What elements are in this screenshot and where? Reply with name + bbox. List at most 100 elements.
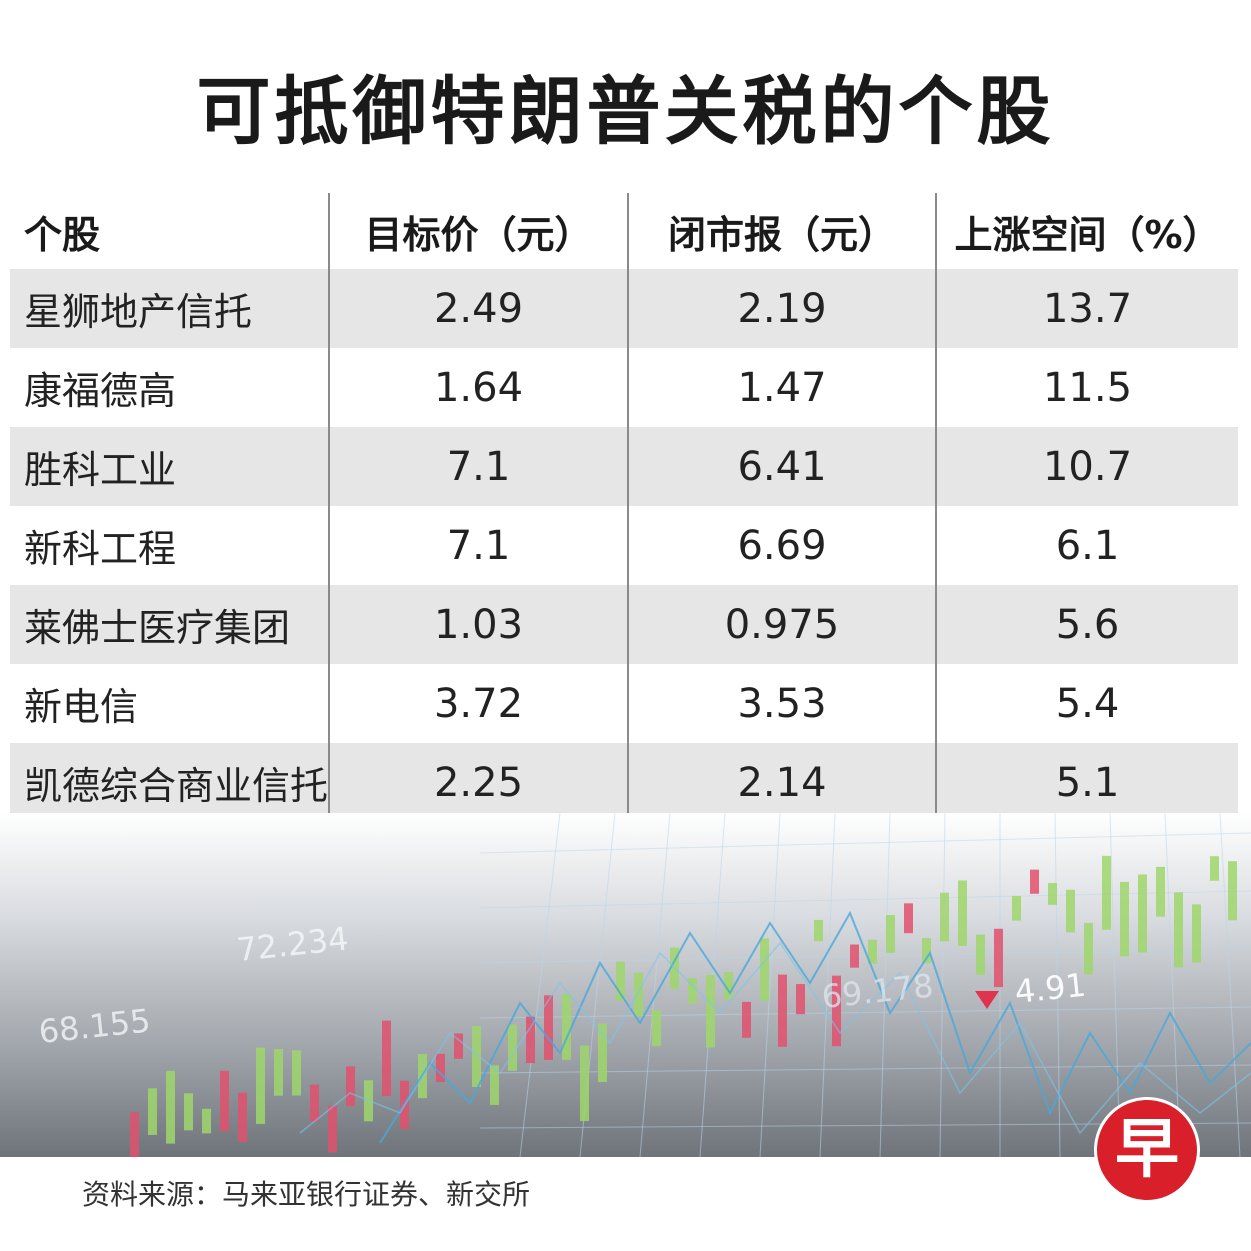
grid-line xyxy=(759,813,781,1157)
cell-target-price: 1.03 xyxy=(329,585,629,664)
candle-bar xyxy=(652,1010,661,1047)
grid-line xyxy=(879,813,891,1157)
candle-bar xyxy=(1030,869,1039,894)
cell-target-price: 3.72 xyxy=(329,664,629,743)
candle-bar xyxy=(616,961,625,1001)
cell-close-price: 2.19 xyxy=(628,269,937,348)
cell-close-price: 1.47 xyxy=(628,348,937,427)
candle-bar xyxy=(778,974,787,1047)
candle-bar xyxy=(148,1088,157,1135)
header-stock: 个股 xyxy=(10,193,330,269)
candle-bar xyxy=(1192,904,1201,963)
candle-bar xyxy=(346,1066,355,1107)
cell-target-price: 2.49 xyxy=(329,269,629,348)
table-row: 凯德综合商业信托 2.25 2.14 5.1 xyxy=(10,743,1238,822)
candle-bar xyxy=(868,939,877,964)
candle-bar xyxy=(814,919,823,942)
cell-stock: 凯德综合商业信托 xyxy=(10,743,330,822)
cell-target-price: 7.1 xyxy=(329,427,629,506)
table-row: 新电信 3.72 3.53 5.4 xyxy=(10,664,1238,743)
candle-bar xyxy=(274,1049,283,1096)
grid-line xyxy=(1164,813,1181,1157)
table-row: 胜科工业 7.1 6.41 10.7 xyxy=(10,427,1238,506)
cell-close-price: 0.975 xyxy=(628,585,937,664)
candle-bar xyxy=(1174,892,1183,968)
candle-bar xyxy=(760,938,769,1001)
trend-line xyxy=(299,941,1251,1135)
zaobao-logo: 早 xyxy=(1097,1100,1197,1200)
candle-bar xyxy=(328,1105,337,1153)
cell-target-price: 7.1 xyxy=(329,506,629,585)
table-row: 星狮地产信托 2.49 2.19 13.7 xyxy=(10,269,1238,348)
table-header-row: 个股 目标价（元） 闭市报（元） 上涨空间（%） xyxy=(10,193,1238,269)
candle-bar xyxy=(472,1026,481,1088)
candle-bar xyxy=(922,938,931,964)
cell-upside: 5.4 xyxy=(1055,680,1120,727)
candle-bar xyxy=(238,1092,247,1142)
candle-bar xyxy=(634,972,643,1017)
candle-bar xyxy=(130,1112,139,1157)
grid-line xyxy=(479,890,1251,909)
grid-line xyxy=(1109,813,1121,1157)
cell-upside: 5.6 xyxy=(936,585,1238,664)
candle-bar xyxy=(490,1065,499,1105)
cell-upside: 6.1 xyxy=(1055,522,1120,569)
candle-bar xyxy=(688,978,697,1004)
candle-bar xyxy=(436,1053,445,1082)
candle-bar xyxy=(166,1070,175,1144)
candle-bar xyxy=(1048,883,1057,905)
table-row: 康福德高 1.64 1.47 11.5 xyxy=(10,348,1238,427)
ticker-label: 72.234 xyxy=(235,919,350,968)
cell-stock: 康福德高 xyxy=(10,348,330,427)
trend-line xyxy=(379,910,1251,1144)
candle-bar xyxy=(1102,855,1111,930)
candle-bar xyxy=(508,1024,517,1071)
candle-bar xyxy=(1084,922,1093,975)
grid-line xyxy=(819,813,836,1157)
cell-target-price: 2.25 xyxy=(329,743,629,822)
cell-close-price: 6.69 xyxy=(628,506,937,585)
cell-upside: 10.7 xyxy=(936,427,1238,506)
cell-stock: 星狮地产信托 xyxy=(10,269,330,348)
cell-stock: 新电信 xyxy=(10,664,330,743)
candle-bar xyxy=(724,971,733,1000)
grid-line xyxy=(939,813,946,1157)
cell-target-price: 1.64 xyxy=(329,348,629,427)
background-chart-graphic: 72.234 68.155 69.178 4.91 xyxy=(37,813,1251,1157)
candle-bar xyxy=(994,928,1003,988)
candle-bar xyxy=(1210,856,1219,881)
footer xyxy=(0,1157,1251,1251)
header-close-price: 闭市报（元） xyxy=(628,193,937,269)
candle-bar xyxy=(706,975,715,1048)
stock-chart-background-image: 72.234 68.155 69.178 4.91 xyxy=(0,813,1251,1157)
candle-bar xyxy=(1066,889,1075,933)
cell-close-price: 2.14 xyxy=(628,743,937,822)
candle-bar xyxy=(1012,895,1021,921)
candlestick-marks xyxy=(130,855,1237,1157)
candle-bar xyxy=(976,934,985,975)
candle-bar xyxy=(1138,874,1147,953)
cell-stock: 胜科工业 xyxy=(10,427,330,506)
candle-bar xyxy=(1228,861,1237,921)
candle-bar xyxy=(526,1016,535,1064)
candle-bar xyxy=(958,880,967,946)
grid-line xyxy=(1219,813,1241,1157)
ticker-label: 4.91 xyxy=(1013,966,1088,1011)
header-upside: 上涨空间（%） xyxy=(954,212,1221,257)
candle-bar xyxy=(832,975,841,1047)
page-title: 可抵御特朗普关税的个股 xyxy=(196,69,1055,155)
grid-line xyxy=(479,832,1251,854)
candle-bar xyxy=(580,1045,589,1122)
grid-line xyxy=(1054,813,1061,1157)
ticker-label: 68.155 xyxy=(37,1001,152,1050)
candle-bar xyxy=(598,1023,607,1083)
candle-bar xyxy=(940,892,949,942)
candle-bar xyxy=(850,944,859,968)
candle-bar xyxy=(886,915,895,953)
cell-stock: 新科工程 xyxy=(10,506,330,585)
candle-bar xyxy=(292,1050,301,1096)
cell-upside: 13.7 xyxy=(936,269,1238,348)
candle-bar xyxy=(1120,881,1129,957)
stock-table: 个股 目标价（元） 闭市报（元） 上涨空间（%） 星狮地产信托 2.49 2.1… xyxy=(10,193,1238,822)
cell-stock: 莱佛士医疗集团 xyxy=(10,585,330,664)
